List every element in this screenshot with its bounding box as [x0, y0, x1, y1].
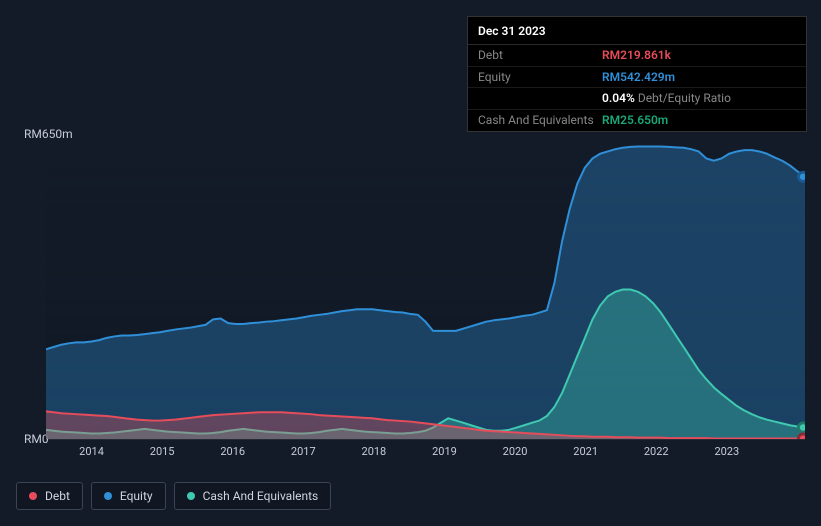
legend-item-label: Cash And Equivalents [203, 489, 319, 503]
plot-area[interactable] [46, 140, 805, 440]
tooltip-row: DebtRM219.861k [468, 45, 806, 67]
legend-item-cash[interactable]: Cash And Equivalents [174, 482, 332, 510]
legend-item-label: Equity [120, 489, 153, 503]
x-axis-year-label: 2014 [79, 445, 104, 458]
tooltip-row-value: RM219.861k [602, 47, 671, 64]
y-axis-min-label: RM0 [24, 432, 49, 446]
x-axis-year-label: 2015 [150, 445, 175, 458]
debt-equity-chart: RM650m RM0 2014 2015 2016 2017 2018 2019 2020 2… [16, 120, 805, 470]
y-axis-max-label: RM650m [24, 127, 73, 141]
legend-item-debt[interactable]: Debt [16, 482, 83, 510]
tooltip-row-value: RM542.429m [602, 69, 675, 86]
chart-legend: Debt Equity Cash And Equivalents [16, 482, 331, 510]
tooltip-row: 0.04% Debt/Equity Ratio [468, 88, 806, 110]
legend-dot-icon [104, 492, 112, 500]
x-axis-year-label: 2018 [362, 445, 387, 458]
x-axis-year-label: 2021 [573, 445, 598, 458]
legend-item-label: Debt [45, 489, 70, 503]
tooltip-row-label [478, 90, 602, 107]
legend-item-equity[interactable]: Equity [91, 482, 166, 510]
tooltip-row-label: Equity [478, 69, 602, 86]
tooltip-date: Dec 31 2023 [468, 17, 806, 45]
tooltip-row: EquityRM542.429m [468, 67, 806, 89]
legend-dot-icon [187, 492, 195, 500]
tooltip-row-value: 0.04% Debt/Equity Ratio [602, 90, 731, 107]
x-axis-year-label: 2023 [714, 445, 739, 458]
x-axis-year-label: 2016 [220, 445, 245, 458]
x-axis-year-label: 2019 [432, 445, 457, 458]
x-axis-year-label: 2022 [644, 445, 669, 458]
legend-dot-icon [29, 492, 37, 500]
chart-tooltip: Dec 31 2023 DebtRM219.861kEquityRM542.42… [467, 16, 807, 132]
x-axis-year-label: 2020 [503, 445, 528, 458]
tooltip-row-label: Debt [478, 47, 602, 64]
x-axis-year-label: 2017 [291, 445, 316, 458]
